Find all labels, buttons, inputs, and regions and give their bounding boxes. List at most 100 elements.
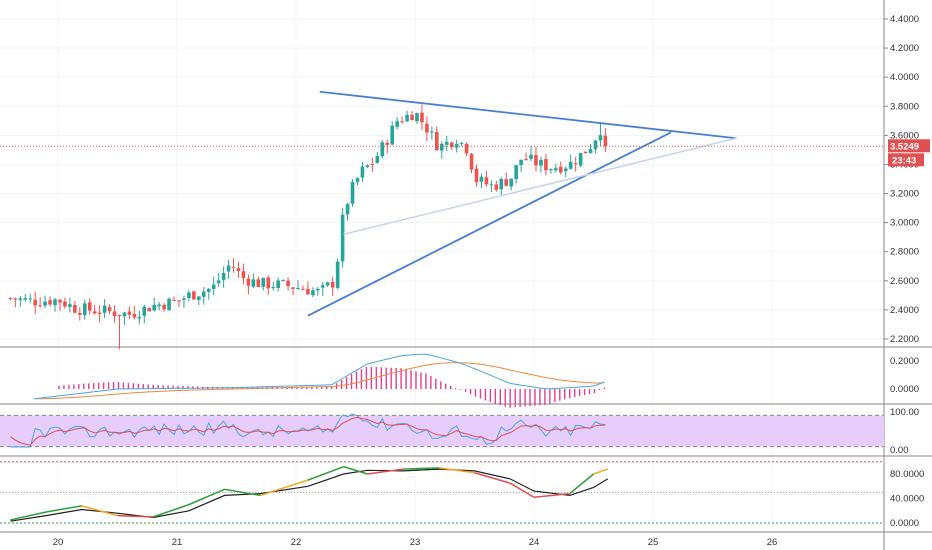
candle-body[interactable] (554, 168, 558, 171)
candle-body[interactable] (122, 312, 127, 317)
candle-body[interactable] (38, 305, 42, 307)
candle-body[interactable] (68, 304, 72, 307)
candle-body[interactable] (107, 307, 112, 312)
candle-body[interactable] (78, 312, 82, 315)
candle-body[interactable] (246, 278, 251, 286)
candle-body[interactable] (147, 308, 152, 312)
candle-body[interactable] (350, 182, 355, 204)
candle-body[interactable] (449, 142, 454, 148)
candle-body[interactable] (544, 159, 548, 171)
candle-body[interactable] (137, 316, 142, 319)
candle-body[interactable] (53, 299, 57, 306)
candle-body[interactable] (340, 214, 345, 262)
candle-body[interactable] (221, 273, 226, 280)
candle-body[interactable] (251, 279, 256, 287)
candle-body[interactable] (192, 291, 196, 300)
candle-body[interactable] (345, 204, 350, 215)
candle-body[interactable] (286, 280, 290, 287)
candle-body[interactable] (226, 265, 231, 272)
candle-body[interactable] (316, 288, 320, 291)
candle-body[interactable] (593, 140, 598, 150)
candle-body[interactable] (549, 169, 553, 171)
candle-body[interactable] (573, 163, 578, 165)
candle-body[interactable] (142, 306, 147, 316)
upper-trendline[interactable] (319, 90, 737, 140)
candle-body[interactable] (415, 113, 419, 122)
candle-body[interactable] (162, 304, 166, 310)
candle-body[interactable] (464, 143, 469, 154)
candle-body[interactable] (281, 279, 285, 281)
candle-body[interactable] (48, 300, 52, 305)
candle-body[interactable] (558, 166, 563, 173)
candle-body[interactable] (534, 155, 538, 166)
candle-body[interactable] (360, 166, 365, 178)
candle-body[interactable] (276, 280, 280, 288)
candle-body[interactable] (311, 290, 315, 296)
candle-body[interactable] (400, 121, 404, 123)
candle-body[interactable] (117, 314, 122, 317)
candle-body[interactable] (167, 298, 171, 311)
candle-body[interactable] (563, 168, 568, 172)
candle-body[interactable] (241, 271, 246, 279)
candle-body[interactable] (152, 304, 156, 311)
candle-body[interactable] (28, 298, 33, 300)
candle-body[interactable] (187, 292, 191, 299)
candle-body[interactable] (365, 165, 370, 167)
candle-body[interactable] (13, 298, 18, 300)
candle-body[interactable] (266, 277, 271, 289)
candle-body[interactable] (87, 302, 92, 311)
candle-body[interactable] (102, 305, 107, 313)
candle-body[interactable] (97, 312, 102, 314)
candle-body[interactable] (479, 176, 484, 182)
candle-body[interactable] (23, 298, 28, 300)
candle-body[interactable] (43, 301, 47, 306)
candle-body[interactable] (206, 288, 211, 292)
candle-body[interactable] (439, 143, 444, 151)
candle-body[interactable] (425, 123, 429, 133)
candle-body[interactable] (291, 287, 295, 289)
candle-body[interactable] (484, 177, 489, 185)
candle-body[interactable] (301, 288, 305, 290)
candle-body[interactable] (504, 179, 509, 186)
candle-body[interactable] (469, 153, 474, 170)
candle-body[interactable] (385, 142, 390, 145)
candle-body[interactable] (524, 159, 528, 161)
candle-body[interactable] (578, 153, 583, 166)
candle-body[interactable] (598, 135, 603, 141)
lower-trendline[interactable] (307, 131, 672, 317)
candle-body[interactable] (410, 114, 414, 121)
candle-body[interactable] (320, 285, 325, 288)
candle-body[interactable] (370, 163, 375, 165)
candle-body[interactable] (375, 155, 380, 163)
candle-body[interactable] (216, 280, 221, 284)
candle-body[interactable] (8, 298, 13, 300)
candle-body[interactable] (127, 311, 132, 315)
candle-body[interactable] (405, 114, 409, 122)
candle-body[interactable] (18, 298, 23, 300)
candle-body[interactable] (201, 291, 206, 297)
candle-body[interactable] (58, 299, 62, 303)
candle-body[interactable] (583, 151, 588, 154)
candle-body[interactable] (335, 261, 340, 288)
candle-body[interactable] (390, 125, 394, 145)
candle-body[interactable] (182, 298, 186, 300)
candle-body[interactable] (603, 135, 608, 147)
candle-body[interactable] (231, 266, 236, 268)
candle-body[interactable] (489, 184, 494, 186)
candle-body[interactable] (514, 165, 518, 180)
candle-body[interactable] (306, 288, 310, 295)
candle-body[interactable] (395, 121, 399, 127)
candle-body[interactable] (256, 279, 261, 288)
candle-body[interactable] (474, 168, 479, 183)
candle-body[interactable] (588, 149, 593, 153)
candle-body[interactable] (73, 305, 77, 313)
candle-body[interactable] (261, 277, 266, 287)
candle-body[interactable] (519, 159, 523, 166)
candle-body[interactable] (197, 296, 201, 300)
candle-body[interactable] (420, 112, 424, 123)
candle-body[interactable] (430, 131, 434, 133)
candle-body[interactable] (33, 299, 37, 306)
candle-body[interactable] (112, 311, 117, 317)
